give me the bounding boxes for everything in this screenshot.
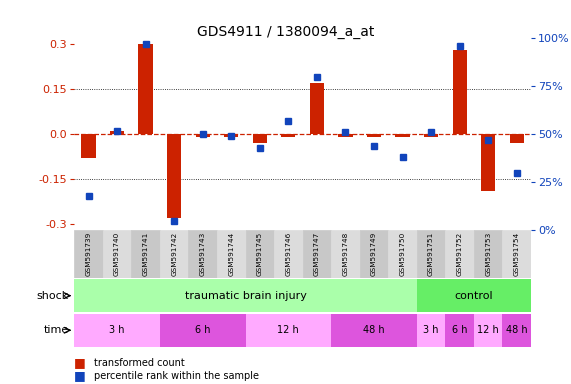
Bar: [388, 230, 417, 278]
Bar: [445, 230, 474, 278]
Bar: [424, 134, 439, 137]
Bar: [167, 134, 182, 218]
Text: GSM591739: GSM591739: [86, 232, 91, 276]
Bar: [217, 230, 246, 278]
Bar: [452, 50, 467, 134]
Text: ■: ■: [74, 369, 86, 382]
Bar: [367, 134, 381, 137]
Text: control: control: [455, 291, 493, 301]
Bar: [509, 134, 524, 143]
Bar: [103, 230, 131, 278]
Text: GSM591748: GSM591748: [343, 232, 348, 276]
Text: GSM591751: GSM591751: [428, 232, 434, 276]
Bar: [502, 230, 531, 278]
Text: percentile rank within the sample: percentile rank within the sample: [94, 371, 259, 381]
Bar: [481, 134, 495, 191]
Text: GDS4911 / 1380094_a_at: GDS4911 / 1380094_a_at: [197, 25, 374, 39]
Text: shock: shock: [37, 291, 69, 301]
Bar: [252, 134, 267, 143]
Bar: [331, 314, 417, 347]
Text: transformed count: transformed count: [94, 358, 185, 368]
Bar: [195, 134, 210, 137]
Text: GSM591746: GSM591746: [286, 232, 291, 276]
Text: GSM591743: GSM591743: [200, 232, 206, 276]
Bar: [224, 134, 239, 137]
Bar: [160, 314, 246, 347]
Bar: [138, 45, 152, 134]
Bar: [360, 230, 388, 278]
Bar: [74, 230, 103, 278]
Text: GSM591754: GSM591754: [514, 232, 520, 276]
Text: GSM591750: GSM591750: [400, 232, 405, 276]
Bar: [338, 134, 352, 137]
Bar: [502, 314, 531, 347]
Bar: [395, 134, 409, 137]
Bar: [110, 131, 124, 134]
Bar: [331, 230, 360, 278]
Bar: [474, 230, 502, 278]
Text: 12 h: 12 h: [477, 325, 499, 335]
Bar: [160, 230, 188, 278]
Bar: [74, 314, 160, 347]
Bar: [81, 134, 95, 158]
Text: GSM591741: GSM591741: [143, 232, 148, 276]
Bar: [281, 134, 296, 137]
Text: 48 h: 48 h: [363, 325, 385, 335]
Text: 6 h: 6 h: [195, 325, 211, 335]
Bar: [309, 83, 324, 134]
Bar: [131, 230, 160, 278]
Text: GSM591742: GSM591742: [171, 232, 177, 276]
Bar: [417, 230, 445, 278]
Bar: [246, 230, 274, 278]
Bar: [303, 230, 331, 278]
Text: 3 h: 3 h: [423, 325, 439, 335]
Text: 48 h: 48 h: [506, 325, 528, 335]
Text: GSM591752: GSM591752: [457, 232, 463, 276]
Bar: [445, 314, 474, 347]
Bar: [188, 230, 217, 278]
Bar: [417, 314, 445, 347]
Text: GSM591753: GSM591753: [485, 232, 491, 276]
Text: 3 h: 3 h: [109, 325, 125, 335]
Bar: [246, 314, 331, 347]
Text: GSM591749: GSM591749: [371, 232, 377, 276]
Bar: [417, 279, 531, 312]
Text: GSM591745: GSM591745: [257, 232, 263, 276]
Text: 12 h: 12 h: [278, 325, 299, 335]
Text: ■: ■: [74, 356, 86, 369]
Text: GSM591747: GSM591747: [314, 232, 320, 276]
Bar: [74, 279, 417, 312]
Text: GSM591740: GSM591740: [114, 232, 120, 276]
Text: traumatic brain injury: traumatic brain injury: [184, 291, 307, 301]
Bar: [274, 230, 303, 278]
Text: GSM591744: GSM591744: [228, 232, 234, 276]
Bar: [474, 314, 502, 347]
Text: time: time: [43, 325, 69, 335]
Text: 6 h: 6 h: [452, 325, 468, 335]
